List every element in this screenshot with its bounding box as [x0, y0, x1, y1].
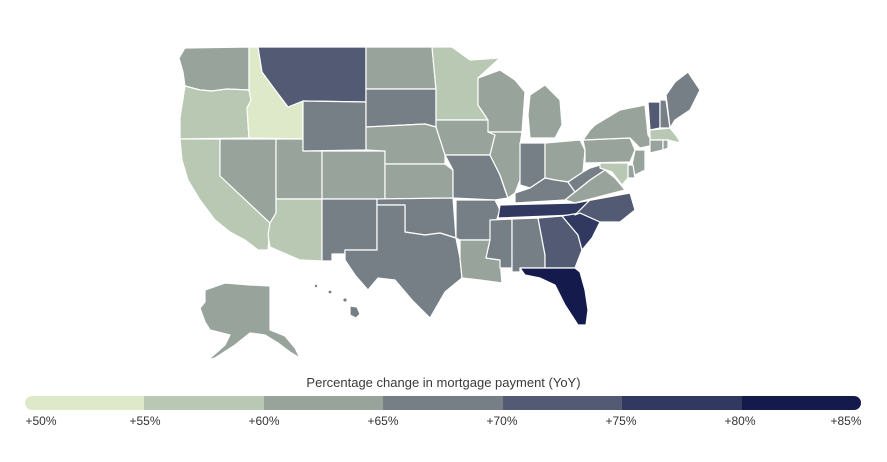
legend-tick: +65% — [367, 414, 399, 428]
legend-bin — [622, 396, 742, 410]
state-nj — [631, 149, 646, 176]
state-az — [267, 198, 323, 262]
state-or — [179, 85, 252, 140]
state-mi — [527, 84, 563, 139]
state-hi-island — [328, 290, 332, 294]
legend-bin — [25, 396, 145, 410]
legend-tick: +55% — [129, 414, 161, 428]
legend-tick: +75% — [605, 414, 637, 428]
state-ny — [582, 104, 656, 149]
us-choropleth-map — [178, 46, 701, 361]
legend-bin — [263, 396, 384, 410]
state-ks — [384, 163, 454, 200]
state-ri — [662, 139, 669, 151]
state-hi-island — [314, 284, 318, 288]
state-pa — [582, 137, 636, 164]
legend-tick: +50% — [25, 414, 57, 428]
state-co — [321, 150, 386, 200]
legend-tick-labels: +50% +55% +60% +65% +70% +75% +80% +85% — [0, 414, 887, 430]
state-ia — [435, 119, 496, 156]
legend-bin — [144, 396, 264, 410]
state-vt — [647, 101, 661, 131]
state-sd — [365, 88, 437, 128]
state-hi-island — [343, 298, 347, 302]
state-hi — [349, 305, 361, 319]
legend-color-scale — [25, 396, 861, 410]
state-ct — [649, 139, 664, 154]
state-nd — [365, 46, 437, 90]
state-ak — [199, 282, 301, 361]
legend-tick: +70% — [486, 414, 518, 428]
state-il — [487, 131, 523, 199]
state-md — [599, 162, 629, 186]
state-nc — [574, 192, 636, 223]
legend-tick: +85% — [830, 414, 862, 428]
legend-title: Percentage change in mortgage payment (Y… — [306, 375, 581, 390]
legend-tick: +60% — [248, 414, 280, 428]
state-fa — [519, 267, 589, 326]
legend-bin — [383, 396, 503, 410]
legend-bin — [741, 396, 861, 410]
legend-tick: +80% — [724, 414, 756, 428]
state-wy — [302, 100, 367, 152]
state-me — [665, 71, 701, 129]
legend-bin — [502, 396, 623, 410]
state-wa — [178, 46, 250, 92]
